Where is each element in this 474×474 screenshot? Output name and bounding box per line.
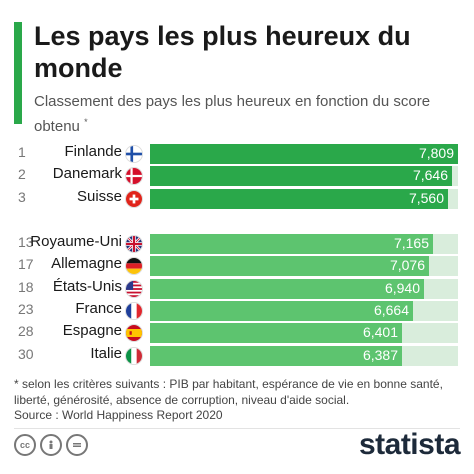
bar: [150, 346, 402, 366]
value-label: 7,165: [393, 235, 429, 251]
bar-track: 7,076: [150, 256, 458, 276]
bar-track: 6,401: [150, 323, 458, 343]
bar-track: 7,560: [150, 189, 458, 209]
bar-track: 7,646: [150, 166, 458, 186]
rank-label: 18: [18, 279, 34, 295]
subtitle-text: Classement des pays les plus heureux en …: [34, 93, 431, 135]
bar-track: 6,664: [150, 301, 458, 321]
rank-label: 2: [18, 166, 26, 182]
footnote: * selon les critères suivants : PIB par …: [14, 377, 443, 407]
license-icons: cc: [14, 434, 88, 456]
rank-label: 17: [18, 256, 34, 272]
country-label: Allemagne: [51, 255, 122, 272]
denmark-flag-icon: [125, 167, 143, 185]
bar: [150, 166, 452, 186]
country-label: Royaume-Uni: [30, 233, 122, 250]
uk-flag-icon: [125, 235, 143, 253]
bar: [150, 256, 429, 276]
bar-row: 13 Royaume-Uni 7,165: [0, 232, 474, 254]
statista-logo: statista: [358, 428, 461, 461]
country-label: Finlande: [64, 143, 122, 160]
subtitle-footnote-mark: *: [84, 117, 88, 127]
bar: [150, 189, 448, 209]
bar: [150, 279, 424, 299]
no-derivatives-icon[interactable]: [66, 434, 88, 456]
value-label: 7,809: [418, 145, 454, 161]
creative-commons-icon[interactable]: cc: [14, 434, 36, 456]
bar-track: 6,387: [150, 346, 458, 366]
value-label: 6,387: [362, 347, 398, 363]
germany-flag-icon: [125, 257, 143, 275]
rank-label: 13: [18, 234, 34, 250]
chart-subtitle: Classement des pays les plus heureux en …: [34, 92, 454, 137]
bar-track: 7,165: [150, 234, 458, 254]
value-label: 6,940: [384, 280, 420, 296]
value-label: 6,664: [373, 302, 409, 318]
finland-flag-icon: [125, 145, 143, 163]
usa-flag-icon: [125, 280, 143, 298]
switzerland-flag-icon: [125, 190, 143, 208]
bar-row: 23 France 6,664: [0, 299, 474, 321]
italy-flag-icon: [125, 347, 143, 365]
value-label: 6,401: [362, 324, 398, 340]
bar-track: 6,940: [150, 279, 458, 299]
country-label: Danemark: [52, 165, 122, 182]
title-accent-bar: [14, 22, 22, 124]
france-flag-icon: [125, 302, 143, 320]
bar: [150, 234, 433, 254]
footer-divider: [14, 428, 460, 429]
bar-row: 17 Allemagne 7,076: [0, 254, 474, 276]
bar-row: 1 Finlande 7,809: [0, 142, 474, 164]
country-label: États-Unis: [52, 278, 122, 295]
rank-label: 30: [18, 346, 34, 362]
rank-label: 28: [18, 323, 34, 339]
value-label: 7,646: [412, 167, 448, 183]
spain-flag-icon: [125, 324, 143, 342]
source-note: Source : World Happiness Report 2020: [14, 408, 223, 422]
value-label: 7,076: [389, 257, 425, 273]
bar-track: 7,809: [150, 144, 458, 164]
chart-title: Les pays les plus heureux du monde: [34, 21, 411, 83]
country-label: Espagne: [62, 322, 122, 339]
attribution-icon[interactable]: [40, 434, 62, 456]
bar-row: 18 États-Unis 6,940: [0, 277, 474, 299]
bar-row: 3 Suisse 7,560: [0, 187, 474, 209]
bar: [150, 144, 458, 164]
bar-row: 28 Espagne 6,401: [0, 321, 474, 343]
rank-label: 1: [18, 144, 26, 160]
country-label: France: [75, 300, 122, 317]
rank-label: 23: [18, 301, 34, 317]
bar-row: 2 Danemark 7,646: [0, 164, 474, 186]
bar-row: 30 Italie 6,387: [0, 344, 474, 366]
value-label: 7,560: [408, 190, 444, 206]
bar: [150, 301, 413, 321]
bar: [150, 323, 402, 343]
country-label: Suisse: [76, 188, 122, 205]
rank-label: 3: [18, 189, 26, 205]
country-label: Italie: [90, 345, 122, 362]
